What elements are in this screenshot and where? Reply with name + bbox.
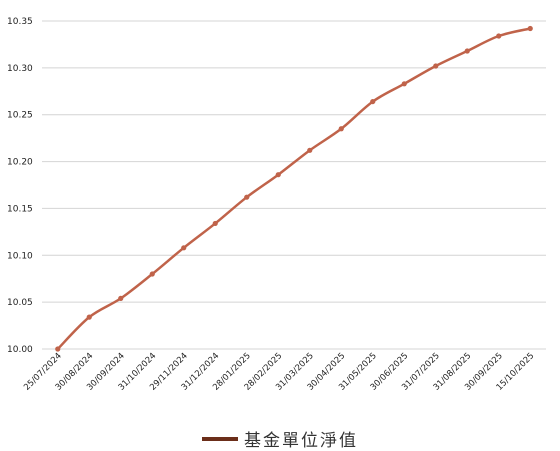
- data-point: [401, 81, 407, 87]
- data-point: [307, 147, 313, 153]
- data-point: [338, 126, 344, 132]
- y-tick-label: 10.35: [7, 17, 33, 27]
- y-axis-ticks: 10.00 10.05 10.10 10.15 10.20 10.25 10.30 10.35: [7, 17, 33, 355]
- legend: 基金單位淨值: [0, 426, 560, 451]
- data-point: [181, 245, 187, 251]
- data-point: [244, 194, 250, 200]
- data-point: [55, 346, 61, 352]
- legend-swatch: [202, 436, 238, 441]
- y-tick-label: 10.20: [7, 158, 33, 168]
- data-point: [275, 172, 281, 178]
- y-tick-label: 10.15: [7, 204, 33, 214]
- data-point: [496, 33, 502, 39]
- data-point: [118, 295, 124, 301]
- y-tick-label: 10.30: [7, 64, 33, 74]
- data-point: [433, 63, 439, 69]
- data-point: [86, 314, 92, 320]
- data-point: [212, 220, 218, 227]
- y-tick-label: 10.25: [7, 111, 33, 121]
- x-axis-ticks: 25/07/202430/08/202430/09/202431/10/2024…: [22, 351, 536, 393]
- y-tick-label: 10.05: [7, 298, 33, 308]
- series-line: [56, 27, 531, 350]
- data-point: [370, 98, 376, 105]
- data-point: [464, 48, 470, 54]
- legend-label: 基金單位淨值: [244, 431, 358, 451]
- series-layer: [55, 25, 533, 352]
- data-point: [527, 25, 533, 32]
- y-tick-label: 10.00: [7, 345, 33, 355]
- line-chart: 10.00 10.05 10.10 10.15 10.20 10.25 10.30 10.35…: [7, 17, 546, 393]
- data-point: [149, 271, 155, 277]
- y-tick-label: 10.10: [7, 251, 33, 261]
